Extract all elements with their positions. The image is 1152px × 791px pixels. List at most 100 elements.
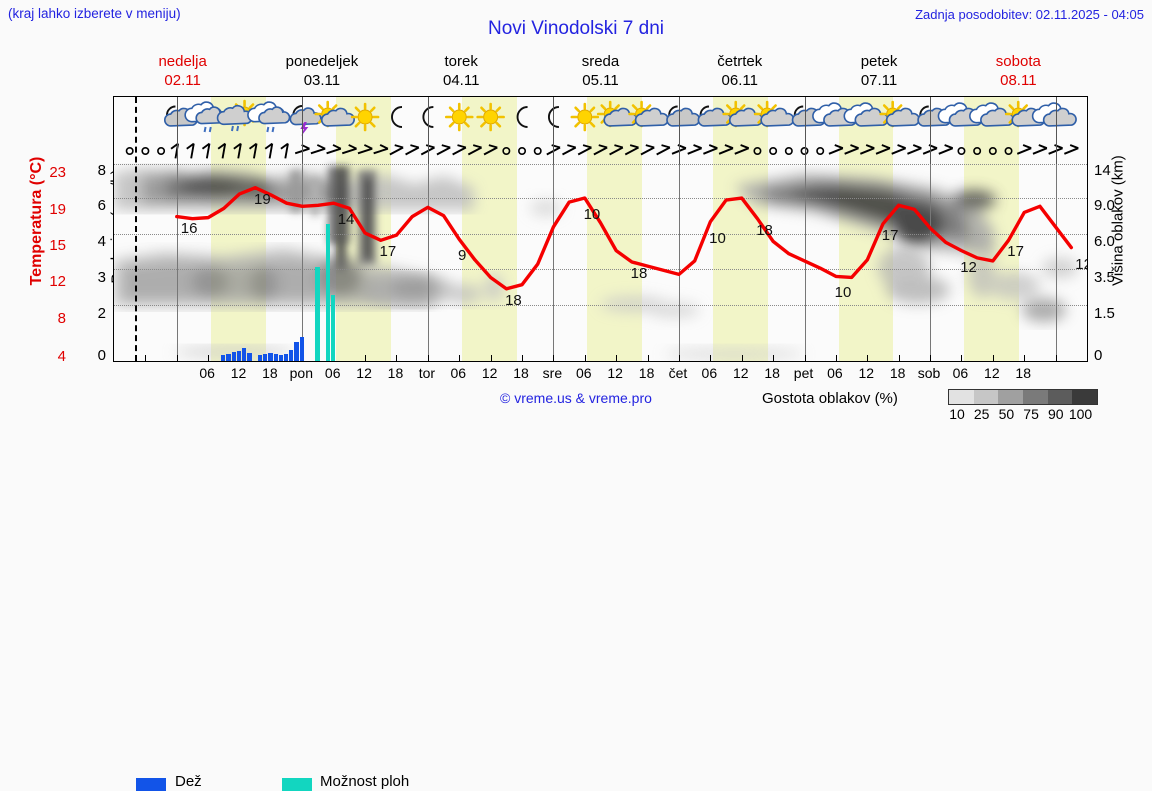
x-axis-label: tor bbox=[418, 365, 436, 381]
day-date: 05.11 bbox=[582, 72, 619, 89]
rain-bar bbox=[284, 354, 289, 361]
x-axis-label: 18 bbox=[764, 365, 780, 381]
daylight-band bbox=[587, 97, 643, 361]
copyright-link[interactable]: © vreme.us & vreme.pro bbox=[500, 390, 652, 406]
day-separator bbox=[302, 164, 304, 361]
x-axis-label: sre bbox=[542, 365, 563, 381]
graph-area: 16 19 14 17 9 18 10 18 10 18 10 17 12 17 12 bbox=[114, 97, 1087, 362]
weather-icon-sun-cloud bbox=[722, 100, 764, 128]
temperature-label: 14 bbox=[337, 211, 355, 229]
cloud-height-tick: 1.5 bbox=[1094, 305, 1115, 322]
x-tick bbox=[710, 355, 712, 361]
rain-bar bbox=[221, 355, 226, 361]
rain-bar bbox=[263, 354, 268, 361]
precipitation-tick: 6 bbox=[97, 197, 106, 214]
x-tick bbox=[1024, 355, 1026, 361]
temperature-tick: 12 bbox=[49, 273, 66, 290]
daylight-band bbox=[210, 97, 266, 361]
x-axis-label: 18 bbox=[889, 365, 906, 381]
x-tick bbox=[867, 355, 869, 361]
weather-icon-sun-cloud bbox=[753, 100, 795, 128]
shower-bar bbox=[315, 267, 320, 361]
location-menu-note: (kraj lahko izberete v meniju) bbox=[8, 6, 181, 21]
day-date: 08.11 bbox=[1000, 72, 1037, 89]
day-name: nedelja bbox=[158, 53, 207, 70]
x-axis-label: sob bbox=[917, 365, 941, 381]
daylight-band bbox=[712, 97, 768, 361]
weather-icon-cloud bbox=[1031, 102, 1077, 127]
weather-icon-sun-cloud bbox=[314, 100, 355, 128]
day-header-nedelja: nedelja 02.11 bbox=[113, 52, 252, 94]
temperature-tick: 23 bbox=[49, 164, 66, 181]
gridline-horizontal bbox=[114, 198, 1087, 200]
day-date: 02.11 bbox=[164, 72, 201, 89]
weather-icon-sun bbox=[570, 102, 600, 132]
day-separator bbox=[427, 164, 429, 361]
cloud-density-tick: 50 bbox=[998, 406, 1015, 422]
x-tick bbox=[741, 355, 743, 361]
rain-bar bbox=[278, 355, 283, 361]
temperature-label: 9 bbox=[458, 247, 467, 265]
weather-icon-sun-cloud-drizzle bbox=[216, 99, 258, 132]
daylight-band bbox=[461, 97, 517, 361]
weather-icon-row bbox=[114, 97, 1087, 164]
temperature-label: 18 bbox=[630, 264, 648, 282]
rain-legend-swatch bbox=[136, 778, 166, 791]
x-tick bbox=[930, 355, 932, 361]
cloud-density-legend-title: Gostota oblakov (%) bbox=[762, 390, 898, 407]
x-axis-label: 12 bbox=[607, 365, 623, 381]
day-header-strip: nedelja 02.11 ponedeljek 03.11 torek 04.11 sre… bbox=[113, 52, 1088, 94]
weather-icon-moon bbox=[547, 106, 560, 128]
x-tick bbox=[490, 355, 492, 361]
x-tick bbox=[145, 355, 147, 361]
cloud-density-ramp bbox=[948, 389, 1098, 405]
cloud-density-tick: 75 bbox=[1023, 406, 1039, 422]
x-axis-label: 06 bbox=[952, 365, 969, 381]
temperature-label: 10 bbox=[583, 206, 601, 224]
rain-bar bbox=[289, 349, 294, 361]
icon-row-separator bbox=[678, 97, 680, 164]
x-tick bbox=[616, 355, 618, 361]
icon-row-separator bbox=[176, 97, 178, 164]
x-axis-label: pon bbox=[289, 365, 313, 381]
day-separator bbox=[1055, 164, 1057, 361]
gridline-horizontal bbox=[114, 164, 1087, 165]
rain-bar bbox=[294, 341, 299, 361]
temperature-tick: 8 bbox=[57, 310, 66, 327]
x-tick bbox=[773, 355, 775, 361]
weather-icon-sun-cloud bbox=[628, 100, 669, 128]
x-tick bbox=[553, 355, 555, 361]
page-title: Novi Vinodolski 7 dni bbox=[487, 18, 665, 39]
temperature-label: 19 bbox=[254, 190, 271, 208]
gridline-horizontal bbox=[114, 269, 1087, 271]
day-date: 07.11 bbox=[860, 72, 898, 89]
cloud-density-ramp-step bbox=[998, 390, 1024, 404]
x-axis-label: pet bbox=[793, 365, 814, 381]
weather-icons-layer bbox=[125, 99, 1079, 159]
weather-icon-moon-cloud bbox=[666, 105, 701, 127]
weather-icon-moon bbox=[391, 106, 403, 128]
icon-row-separator bbox=[427, 97, 429, 164]
day-name: petek bbox=[860, 53, 898, 70]
x-axis-label: 06 bbox=[199, 365, 215, 381]
rain-legend-label: Dež bbox=[175, 773, 202, 790]
temperature-label: 18 bbox=[756, 221, 773, 239]
day-separator bbox=[678, 164, 680, 361]
x-tick bbox=[365, 355, 367, 361]
day-date: 03.11 bbox=[303, 72, 341, 89]
wind-barb-row bbox=[125, 142, 1079, 159]
rain-bar bbox=[236, 350, 242, 361]
x-tick bbox=[804, 355, 806, 361]
icon-row-separator bbox=[302, 97, 304, 164]
x-tick bbox=[584, 355, 586, 361]
temperature-label: 10 bbox=[709, 229, 726, 247]
day-name: torek bbox=[444, 53, 478, 70]
day-header-petek: petek 07.11 bbox=[809, 52, 948, 94]
gridline-horizontal bbox=[114, 361, 1087, 362]
rain-bar bbox=[247, 352, 252, 361]
x-tick bbox=[992, 355, 994, 361]
x-tick bbox=[898, 355, 900, 361]
x-axis-label: 12 bbox=[356, 365, 372, 381]
current-time-line bbox=[134, 97, 137, 361]
cloud-height-tick: 0 bbox=[1094, 347, 1103, 364]
